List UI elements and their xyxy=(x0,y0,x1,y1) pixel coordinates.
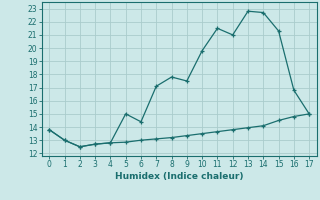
X-axis label: Humidex (Indice chaleur): Humidex (Indice chaleur) xyxy=(115,172,244,181)
